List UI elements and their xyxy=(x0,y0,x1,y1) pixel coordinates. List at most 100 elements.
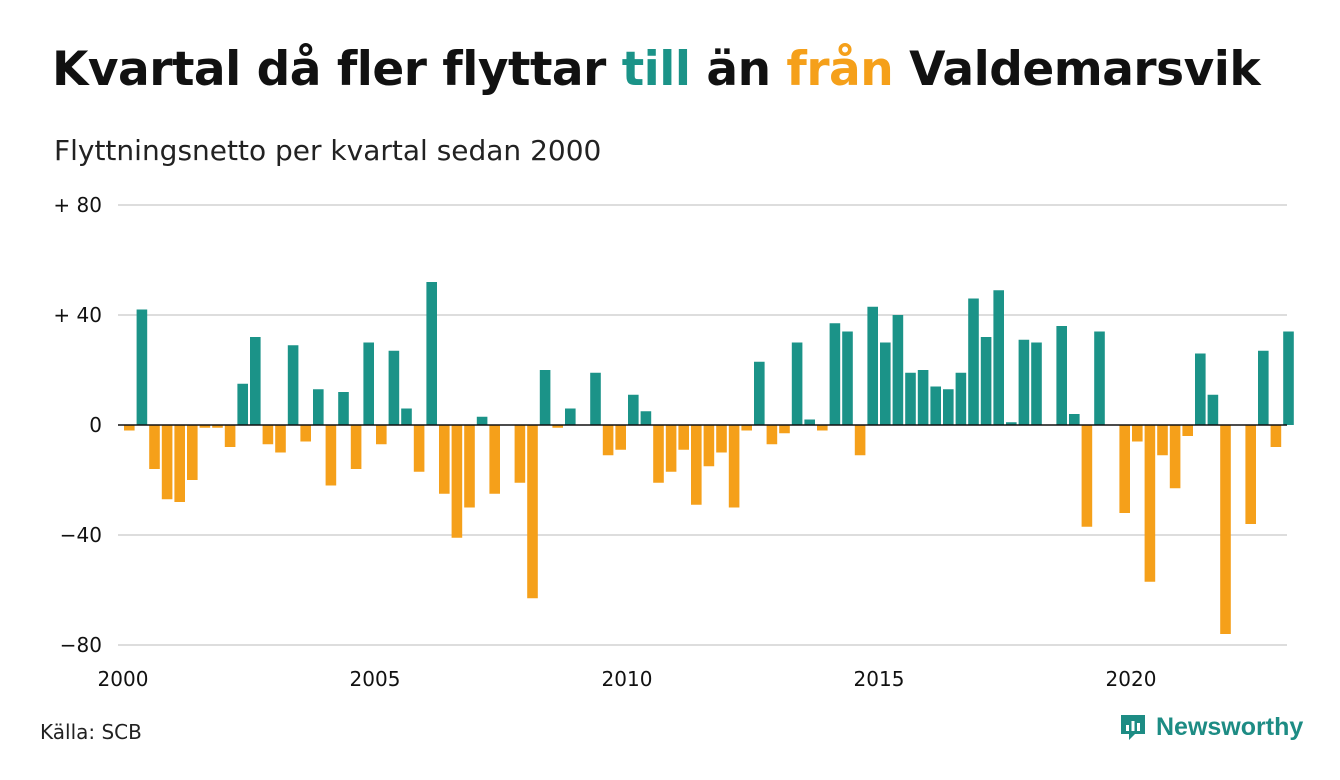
source-note: Källa: SCB xyxy=(40,720,142,744)
bar xyxy=(1031,342,1042,425)
bar xyxy=(1069,414,1080,425)
bar xyxy=(1094,331,1105,425)
x-tick-label: 2020 xyxy=(1106,667,1157,691)
bar xyxy=(1207,394,1219,425)
bar xyxy=(842,331,853,425)
bar xyxy=(943,389,954,425)
bar xyxy=(1081,425,1093,527)
bar xyxy=(1258,350,1269,425)
bar xyxy=(174,425,185,502)
bar xyxy=(338,392,349,425)
bar xyxy=(1132,425,1143,442)
bar xyxy=(817,425,828,431)
bar xyxy=(640,411,652,425)
x-tick-label: 2005 xyxy=(350,667,401,691)
bar xyxy=(1245,425,1256,524)
bar xyxy=(224,425,236,447)
bar xyxy=(300,425,311,442)
bar xyxy=(552,425,563,428)
bar xyxy=(628,394,639,425)
bar xyxy=(262,425,274,445)
title-word-till: till xyxy=(621,42,691,97)
y-tick-label: + 80 xyxy=(53,193,102,217)
bar xyxy=(678,425,689,450)
bar xyxy=(854,425,866,456)
bar xyxy=(804,419,815,425)
bar xyxy=(980,337,992,425)
bar xyxy=(880,342,891,425)
bar xyxy=(1220,425,1231,634)
bar xyxy=(867,306,878,425)
title-word-fran: från xyxy=(786,42,894,97)
bar xyxy=(1157,425,1168,456)
bar xyxy=(350,425,362,469)
bar xyxy=(968,298,979,425)
bar xyxy=(376,425,387,445)
chart-subtitle: Flyttningsnetto per kvartal sedan 2000 xyxy=(54,134,602,167)
bar xyxy=(199,425,211,428)
bar xyxy=(754,361,765,425)
brand-name: Newsworthy xyxy=(1156,712,1304,741)
bar xyxy=(388,350,400,425)
title-part-1: Kvartal då fler flyttar xyxy=(52,42,622,97)
bar xyxy=(703,425,715,467)
bar xyxy=(325,425,337,486)
bar xyxy=(829,323,841,425)
bar xyxy=(779,425,790,434)
bar xyxy=(766,425,778,445)
bar xyxy=(212,425,223,428)
y-tick-label: −80 xyxy=(60,633,102,657)
bar xyxy=(514,425,526,483)
bar xyxy=(791,342,803,425)
bar xyxy=(136,309,148,425)
bar xyxy=(476,416,488,425)
x-tick-label: 2000 xyxy=(98,667,149,691)
bar xyxy=(275,425,286,453)
bar xyxy=(124,425,135,431)
y-tick-label: + 40 xyxy=(53,303,102,327)
bar xyxy=(1182,425,1193,436)
bar xyxy=(439,425,450,494)
bar xyxy=(905,372,916,425)
bar xyxy=(741,425,752,431)
bar xyxy=(691,425,702,505)
bar xyxy=(464,425,475,508)
title-part-3: Valdemarsvik xyxy=(893,42,1261,97)
bar xyxy=(565,408,576,425)
bar xyxy=(917,370,929,425)
bar xyxy=(237,383,248,425)
bar xyxy=(590,372,601,425)
bar xyxy=(1056,326,1067,425)
y-tick-label: −40 xyxy=(60,523,102,547)
bar xyxy=(527,425,538,599)
bar xyxy=(161,425,173,500)
bar xyxy=(728,425,740,508)
bar xyxy=(1006,422,1017,425)
chart-title: Kvartal då fler flyttar till än från Val… xyxy=(52,42,1261,97)
bar xyxy=(401,408,412,425)
bar xyxy=(451,425,463,538)
bar xyxy=(1195,353,1206,425)
bar xyxy=(187,425,198,480)
x-tick-label: 2010 xyxy=(602,667,653,691)
bar xyxy=(892,315,904,425)
bar xyxy=(716,425,727,453)
bar xyxy=(539,370,551,425)
bar xyxy=(665,425,677,472)
newsworthy-logo[interactable]: Newsworthy xyxy=(1118,712,1303,742)
title-part-2: än xyxy=(690,42,787,97)
bar xyxy=(1169,425,1181,489)
bar xyxy=(363,342,374,425)
bar xyxy=(426,282,437,425)
bar xyxy=(313,389,324,425)
bar xyxy=(287,345,299,425)
bar xyxy=(653,425,664,483)
bar xyxy=(615,425,626,450)
newsworthy-chart-bubble-icon xyxy=(1121,715,1145,740)
bar xyxy=(250,337,261,425)
bar xyxy=(489,425,500,494)
y-tick-label: 0 xyxy=(89,413,102,437)
bar xyxy=(930,386,941,425)
bar xyxy=(602,425,614,456)
